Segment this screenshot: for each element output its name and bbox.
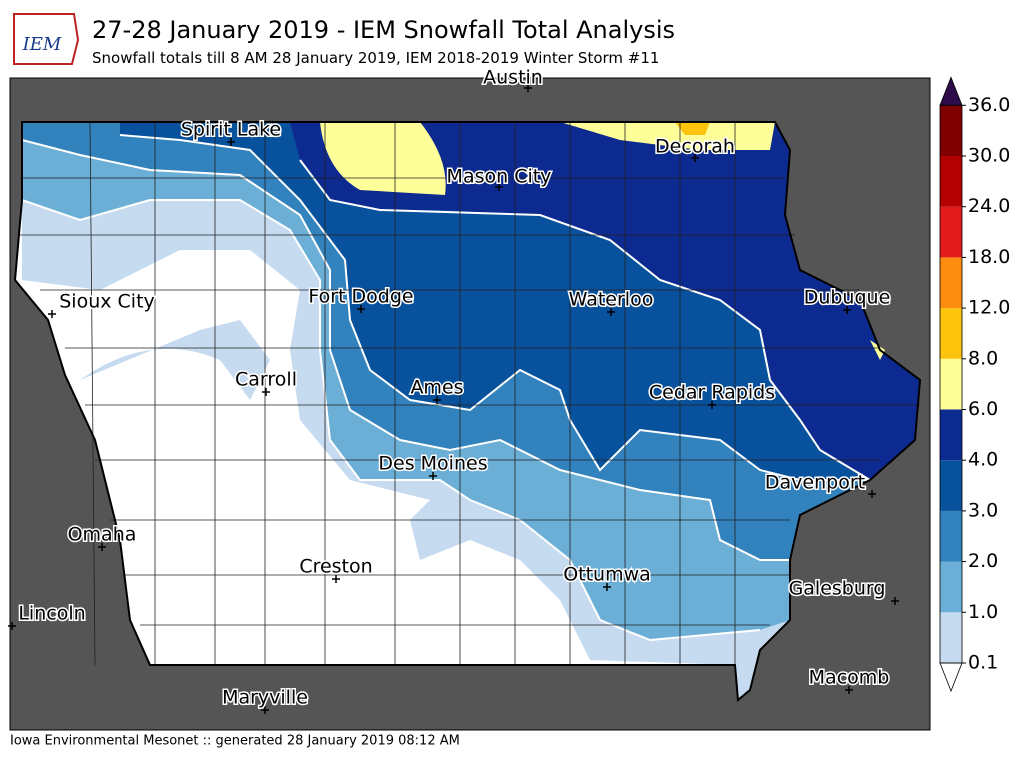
city-marker xyxy=(227,138,235,146)
colorbar-label: 6.0 xyxy=(968,398,998,420)
city-label: Waterloo xyxy=(569,289,654,311)
city-marker xyxy=(524,84,532,92)
colorbar-segment xyxy=(940,561,962,613)
city-label: Macomb xyxy=(809,667,890,689)
frame xyxy=(9,77,931,731)
colorbar-segment xyxy=(940,612,962,663)
city-marker xyxy=(357,305,365,313)
snow-6-8 xyxy=(320,122,885,360)
city-label: Spirit Lake xyxy=(181,119,281,141)
colorbar-segment xyxy=(940,105,962,156)
city-marker xyxy=(603,583,611,591)
city-label: Cedar Rapids xyxy=(649,382,775,404)
city-marker xyxy=(708,401,716,409)
city-marker xyxy=(868,490,876,498)
city-label: Ottumwa xyxy=(563,564,651,586)
colorbar-label: 18.0 xyxy=(968,246,1010,268)
city-marker xyxy=(261,706,269,714)
colorbar-label: 8.0 xyxy=(968,347,998,369)
city-marker xyxy=(691,154,699,162)
colorbar-segment xyxy=(940,460,962,511)
city-label: Omaha xyxy=(68,524,137,546)
colorbar-segment xyxy=(940,308,962,359)
city-marker xyxy=(843,306,851,314)
colorbar: 0.1 1.0 2.0 3.0 4.0 6.0 8.0 12.0 18.0 24.0 30.0 36.… xyxy=(939,76,1010,693)
colorbar-label: 24.0 xyxy=(968,195,1010,217)
city-marker xyxy=(433,396,441,404)
snow-8-12 xyxy=(675,122,710,135)
colorbar-extend-under xyxy=(939,662,963,693)
city-marker xyxy=(48,310,56,318)
colorbar-label: 2.0 xyxy=(968,550,998,572)
title: 27-28 January 2019 - IEM Snowfall Total … xyxy=(92,16,675,44)
city-marker xyxy=(607,308,615,316)
colorbar-outline xyxy=(939,104,963,664)
city-marker xyxy=(429,472,437,480)
city-label: Sioux City xyxy=(59,291,155,313)
colorbar-segment xyxy=(940,510,962,562)
colorbar-label: 3.0 xyxy=(968,499,998,521)
colorbar-segment xyxy=(940,358,962,410)
city-label: Austin xyxy=(483,67,543,89)
city-label: Ames xyxy=(410,377,463,399)
colorbar-label: 4.0 xyxy=(968,449,998,471)
footer: Iowa Environmental Mesonet :: generated … xyxy=(10,734,460,749)
logo: IEM xyxy=(13,13,80,65)
city-label: Fort Dodge xyxy=(308,286,413,308)
city-label: Creston xyxy=(299,556,372,578)
cities: Austin Spirit Lake Decorah Mason City Sioux … xyxy=(8,65,899,714)
logo-text: IEM xyxy=(22,34,62,55)
city-label: Lincoln xyxy=(18,603,85,625)
snow-4-6 xyxy=(290,122,920,480)
colorbar-label: 0.1 xyxy=(968,652,998,674)
colorbar-label: 1.0 xyxy=(968,601,998,623)
city-marker xyxy=(262,388,270,396)
city-label: Davenport xyxy=(765,472,865,494)
map-area xyxy=(10,78,930,730)
colorbar-segment xyxy=(940,409,962,461)
subtitle: Snowfall totals till 8 AM 28 January 201… xyxy=(92,49,659,67)
colorbar-label: 12.0 xyxy=(968,297,1010,319)
city-marker xyxy=(845,686,853,694)
city-label: Des Moines xyxy=(378,453,487,475)
city-marker xyxy=(8,622,16,630)
colorbar-extend-over xyxy=(939,76,963,106)
city-label: Galesburg xyxy=(789,578,886,600)
city-marker xyxy=(495,183,503,191)
colorbar-label: 36.0 xyxy=(968,94,1010,116)
city-label: Carroll xyxy=(235,369,297,391)
city-label: Dubuque xyxy=(804,287,891,309)
colorbar-segment xyxy=(940,257,962,309)
city-label: Maryville xyxy=(222,687,308,709)
city-marker xyxy=(332,575,340,583)
city-marker xyxy=(98,543,106,551)
city-label: Mason City xyxy=(447,166,552,188)
city-marker xyxy=(891,597,899,605)
county-lines xyxy=(13,121,922,702)
colorbar-segment xyxy=(940,206,962,258)
city-label: Decorah xyxy=(655,136,735,158)
colorbar-segment xyxy=(940,156,962,207)
colorbar-label: 30.0 xyxy=(968,145,1010,167)
